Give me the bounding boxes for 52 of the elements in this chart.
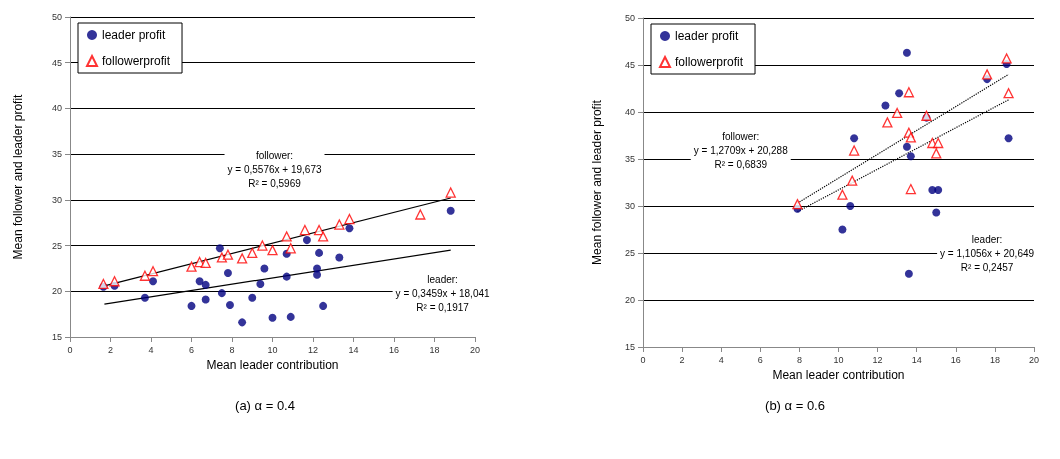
x-tick-label: 14 [348, 344, 359, 355]
y-tick-label: 40 [624, 107, 635, 117]
legend-label: followerprofit [102, 54, 171, 68]
x-tick-label: 4 [148, 344, 154, 355]
y-tick-label: 30 [51, 194, 62, 205]
y-axis-title: Mean follower and leader profit [11, 93, 25, 260]
y-tick-label: 20 [51, 286, 62, 297]
x-axis-title: Mean leader contribution [772, 368, 905, 382]
y-tick-label: 35 [51, 149, 62, 160]
x-tick-label: 10 [267, 344, 278, 355]
x-tick-label: 18 [429, 344, 440, 355]
legend-label: followerprofit [675, 55, 744, 69]
x-tick-label: 16 [950, 354, 961, 365]
x-axis-title: Mean leader contribution [206, 358, 339, 372]
text: (a) α = 0.4 [235, 398, 295, 413]
y-tick-label: 45 [51, 57, 62, 68]
annotation: leader: y = 1,1056x + 20,649 R² = 0,2457 [940, 234, 1035, 274]
x-tick-label: 0 [640, 354, 646, 365]
x-tick-label: 20 [469, 344, 481, 355]
y-tick-label: 25 [51, 240, 62, 251]
x-tick-label: 2 [679, 354, 685, 365]
annotation: follower: y = 1,2709x + 20,288 R² = 0,6839 [693, 131, 789, 171]
x-tick-label: 0 [67, 344, 73, 355]
x-tick-label: 6 [188, 344, 195, 355]
x-tick-label: 14 [911, 354, 922, 365]
annotation: leader: y = 0,3459x + 18,041 R² = 0,1917 [395, 273, 491, 313]
legend-label: leader profit [675, 29, 740, 43]
x-tick-label: 16 [388, 344, 400, 355]
x-tick-label: 4 [718, 354, 724, 365]
y-tick-label: 45 [624, 60, 635, 70]
x-tick-label: 8 [229, 344, 235, 355]
x-tick-label: 2 [107, 344, 114, 355]
annotation: follower: y = 0,5576x + 19,673 R² = 0,5969 [227, 150, 322, 190]
y-tick-label: 15 [51, 332, 62, 342]
x-tick-label: 8 [796, 354, 802, 365]
legend-label: leader profit [102, 28, 167, 42]
y-tick-label: 50 [624, 13, 635, 23]
x-tick-label: 12 [872, 354, 883, 365]
y-tick-label: 40 [51, 103, 62, 114]
y-tick-label: 25 [624, 248, 635, 258]
y-tick-label: 50 [51, 12, 62, 22]
x-tick-label: 10 [833, 354, 844, 365]
x-tick-label: 18 [989, 354, 1000, 365]
y-tick-label: 20 [624, 295, 635, 305]
x-tick-label: 20 [1028, 354, 1040, 365]
y-tick-label: 15 [624, 342, 635, 352]
y-tick-label: 30 [624, 201, 635, 211]
x-tick-label: 6 [757, 354, 763, 365]
x-tick-label: 12 [307, 344, 319, 355]
y-axis-title: Mean follower and leader profit [590, 99, 604, 265]
text: (b) α = 0.6 [765, 398, 825, 413]
y-tick-label: 35 [624, 154, 635, 164]
